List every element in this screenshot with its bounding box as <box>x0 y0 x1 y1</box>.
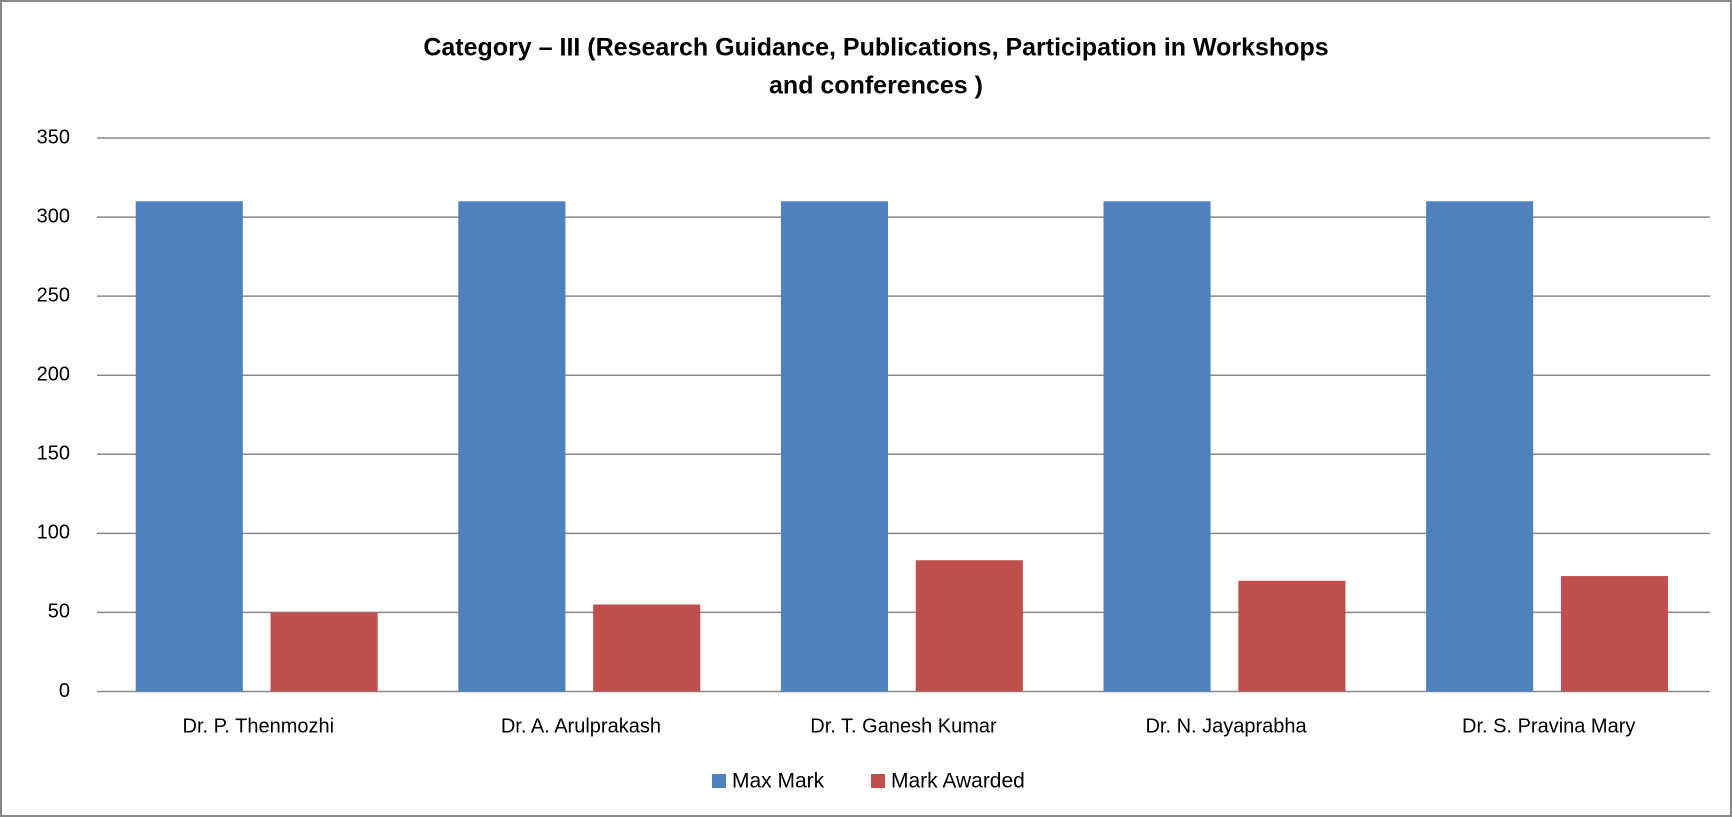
x-tick-label: Dr. T. Ganesh Kumar <box>810 715 997 737</box>
chart-title: Category – III (Research Guidance, Publi… <box>423 34 1328 62</box>
x-tick-label: Dr. P. Thenmozhi <box>183 715 335 737</box>
legend-label: Mark Awarded <box>891 770 1025 793</box>
bar <box>593 604 701 692</box>
y-tick-label: 200 <box>37 363 70 385</box>
bar <box>1238 580 1346 692</box>
chart-title: and conferences ) <box>769 72 983 100</box>
bar <box>458 201 566 692</box>
legend-label: Max Mark <box>732 770 825 793</box>
x-tick-label: Dr. N. Jayaprabha <box>1145 715 1307 737</box>
legend-swatch <box>871 774 885 788</box>
bar <box>270 612 378 692</box>
legend-swatch <box>712 774 726 788</box>
bar <box>1426 201 1534 692</box>
y-tick-label: 150 <box>37 443 70 465</box>
bar <box>1103 201 1211 692</box>
y-tick-label: 100 <box>37 522 70 544</box>
x-tick-label: Dr. A. Arulprakash <box>501 715 661 737</box>
y-tick-label: 50 <box>48 601 70 623</box>
x-tick-label: Dr. S. Pravina Mary <box>1462 715 1635 737</box>
bar <box>915 560 1023 692</box>
bar <box>1560 576 1669 692</box>
y-tick-label: 0 <box>59 680 70 702</box>
y-tick-label: 300 <box>37 205 70 227</box>
bar <box>135 201 243 692</box>
y-tick-label: 350 <box>37 126 70 148</box>
y-tick-label: 250 <box>37 284 70 306</box>
bar <box>780 201 889 692</box>
